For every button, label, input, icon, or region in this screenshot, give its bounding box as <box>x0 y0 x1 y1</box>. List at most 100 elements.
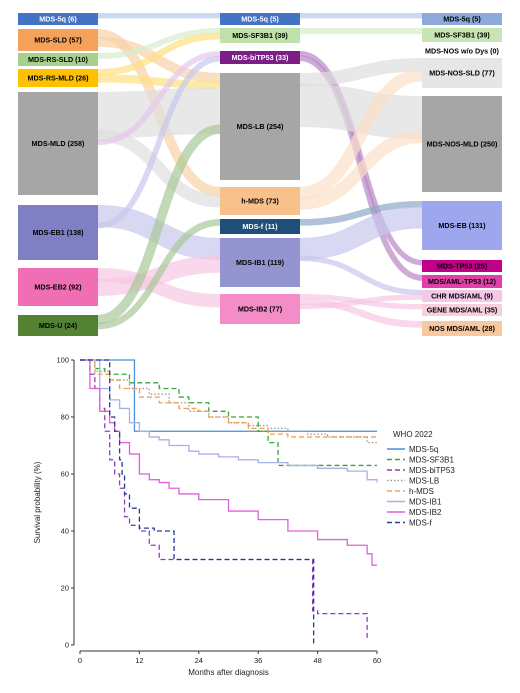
sankey-node-c0n3: MDS-RS-MLD (26) <box>18 69 98 87</box>
sankey-node-c0n5: MDS-EB1 (138) <box>18 205 98 260</box>
curve-MDS-LB <box>80 359 377 444</box>
sankey-node-c0n4: MDS-MLD (258) <box>18 92 98 195</box>
curve-MDS-SF3B1 <box>80 359 377 467</box>
node-bar <box>422 96 502 192</box>
node-label: MDS-5q (5) <box>241 15 279 24</box>
node-label: MDS-EB2 (92) <box>34 283 82 292</box>
survival-curves <box>80 359 378 645</box>
sankey-node-c1n3: MDS-LB (254) <box>220 73 300 180</box>
node-label: MDS-IB1 (119) <box>236 258 285 267</box>
node-label: MDS-MLD (258) <box>32 139 85 148</box>
sankey-nodes: MDS-5q (6) MDS-SLD (57) MDS-RS-SLD (10) MDS… <box>18 13 502 336</box>
legend-label: MDS-IB1 <box>409 497 442 506</box>
node-bar <box>18 315 98 336</box>
node-label: h-MDS (73) <box>241 197 279 206</box>
node-bar <box>422 58 502 88</box>
node-bar <box>18 92 98 195</box>
node-label: MDS-f (11) <box>242 222 278 231</box>
node-label: MDS-U (24) <box>39 321 78 330</box>
sankey-node-c2n10: NOS MDS/AML (28) <box>422 321 502 336</box>
node-label: MDS-TP53 (25) <box>437 262 488 271</box>
node-label: MDS-IB2 (77) <box>238 305 283 314</box>
sankey-link <box>299 58 423 87</box>
sankey-link <box>299 255 423 296</box>
legend-label: MDS-SF3B1 <box>409 455 454 464</box>
sankey-node-c1n1: MDS-SF3B1 (39) <box>220 28 300 43</box>
node-label: CHR MDS/AML (9) <box>431 292 493 301</box>
node-bar <box>220 28 300 43</box>
sankey-node-c2n8: CHR MDS/AML (9) <box>422 290 502 302</box>
node-bar <box>18 53 98 66</box>
node-label: MDS-SF3B1 (39) <box>434 31 490 40</box>
sankey-link <box>97 124 221 325</box>
node-label: MDS-EB (131) <box>438 221 486 230</box>
node-bar <box>422 321 502 336</box>
node-bar <box>422 275 502 288</box>
sankey-node-c1n5: MDS-f (11) <box>220 219 300 234</box>
sankey-node-c2n0: MDS-5q (5) <box>422 13 502 25</box>
node-label: MDS-LB (254) <box>237 122 284 131</box>
y-axis-label: Survival probability (%) <box>33 461 42 543</box>
sankey-links <box>97 12 423 330</box>
node-bar <box>18 268 98 306</box>
node-label: MDS-SLD (57) <box>34 36 82 45</box>
sankey-node-c2n7: MDS/AML-TP53 (12) <box>422 275 502 288</box>
sankey-node-c0n7: MDS-U (24) <box>18 315 98 336</box>
x-tick-label: 60 <box>373 656 381 665</box>
legend-label: MDS-biTP53 <box>409 466 455 475</box>
node-bar <box>422 260 502 272</box>
node-bar <box>422 304 502 316</box>
y-tick-label: 80 <box>61 413 69 422</box>
sankey-link <box>97 268 221 308</box>
x-tick-label: 48 <box>313 656 321 665</box>
sankey-node-c1n2: MDS-biTP53 (33) <box>220 51 300 64</box>
y-tick-label: 100 <box>56 356 69 365</box>
node-label: MDS-NOS-SLD (77) <box>429 69 495 78</box>
legend-label: MDS-5q <box>409 445 438 454</box>
sankey-link <box>97 51 221 146</box>
node-bar <box>220 13 300 25</box>
axes: 0 20 40 60 80 100 0 12 24 36 48 60 Months after diag… <box>33 356 381 677</box>
node-label: MDS-5q (5) <box>443 15 481 24</box>
sankey-link <box>299 298 423 328</box>
sankey-link <box>97 28 221 59</box>
x-tick-label: 36 <box>254 656 262 665</box>
sankey-node-c2n6: MDS-TP53 (25) <box>422 260 502 272</box>
y-tick-label: 40 <box>61 527 69 536</box>
node-label: GENE MDS/AML (35) <box>427 306 498 315</box>
node-label: MDS/AML-TP53 (12) <box>428 277 496 286</box>
node-bar <box>220 238 300 287</box>
sankey-node-c2n9: GENE MDS/AML (35) <box>422 304 502 316</box>
legend-title: WHO 2022 <box>393 430 433 439</box>
curve-MDS-f <box>80 359 315 645</box>
node-bar <box>220 219 300 234</box>
node-bar <box>220 51 300 64</box>
node-label: NOS MDS/AML (28) <box>429 324 495 333</box>
sankey-node-c1n4: h-MDS (73) <box>220 187 300 215</box>
sankey-link <box>299 83 423 140</box>
y-tick-label: 0 <box>65 641 69 650</box>
sankey-link <box>97 32 221 76</box>
sankey-diagram: MDS-5q (6) MDS-SLD (57) MDS-RS-SLD (10) MDS… <box>18 12 502 336</box>
sankey-link <box>299 201 423 226</box>
sankey-node-c0n6: MDS-EB2 (92) <box>18 268 98 306</box>
sankey-link <box>97 55 221 229</box>
node-bar <box>422 13 502 25</box>
node-bar <box>220 294 300 324</box>
sankey-link <box>299 206 423 261</box>
x-tick-label: 24 <box>195 656 203 665</box>
y-tick-label: 60 <box>61 470 69 479</box>
node-label: MDS-NOS-MLD (250) <box>427 140 498 149</box>
sankey-node-c1n6: MDS-IB1 (119) <box>220 238 300 287</box>
x-axis-label: Months after diagnosis <box>188 668 269 677</box>
node-label: MDS-RS-SLD (10) <box>28 55 89 64</box>
legend-label: MDS-f <box>409 518 432 527</box>
sankey-node-c0n2: MDS-RS-SLD (10) <box>18 53 98 66</box>
y-tick-label: 20 <box>61 584 69 593</box>
node-bar <box>18 205 98 260</box>
sankey-node-c0n1: MDS-SLD (57) <box>18 29 98 51</box>
sankey-link <box>299 294 423 310</box>
sankey-node-c2n5: MDS-EB (131) <box>422 201 502 250</box>
sankey-node-c2n2: MDS-NOS w/o Dys (0) <box>425 47 499 56</box>
node-label: MDS-RS-MLD (26) <box>27 74 89 83</box>
